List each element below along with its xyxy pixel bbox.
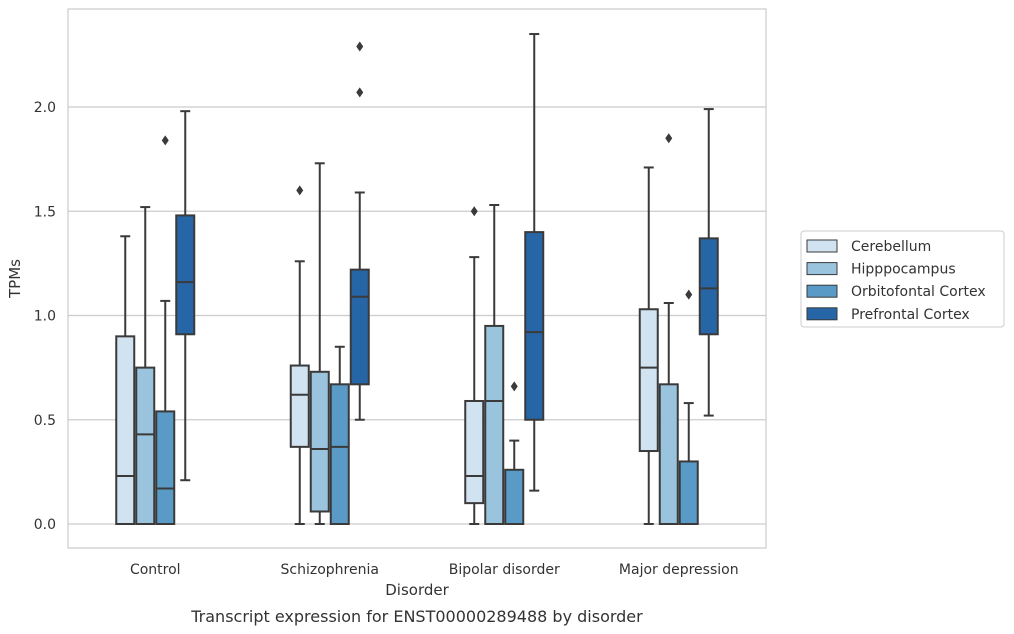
box-1-1 — [309, 162, 330, 525]
box-iqr — [289, 364, 310, 448]
box-0-2 — [464, 206, 485, 525]
outlier-point — [356, 41, 364, 52]
box-iqr — [349, 268, 370, 386]
legend-swatch — [806, 284, 838, 298]
box-iqr — [698, 237, 719, 336]
box-iqr — [155, 410, 176, 525]
box-layer — [115, 33, 719, 526]
y-axis-label: TPMs — [6, 259, 24, 299]
legend-label: Cerebellum — [851, 239, 931, 255]
x-tick-label: Control — [130, 562, 181, 578]
box-2-2 — [504, 381, 525, 526]
box-1-0 — [135, 206, 156, 525]
x-tick-label: Bipolar disorder — [449, 562, 560, 578]
box-3-3 — [698, 108, 719, 417]
legend-swatch — [806, 239, 838, 253]
box-iqr — [638, 308, 659, 453]
legend: Cerebellum Hipppocampus Orbitofontal Corte… — [800, 230, 1005, 328]
legend-swatch — [806, 307, 838, 321]
box-iqr — [329, 383, 350, 525]
y-tick-label: 1.0 — [34, 309, 56, 325]
box-3-1 — [349, 41, 370, 421]
outlier-point — [161, 135, 169, 146]
outlier-point — [510, 381, 518, 392]
y-tick-label: 2.0 — [34, 100, 56, 116]
box-0-3 — [638, 166, 659, 525]
box-iqr — [115, 335, 136, 525]
box-iqr — [175, 214, 196, 336]
outlier-point — [470, 206, 478, 217]
y-tick-label: 1.5 — [34, 204, 56, 220]
x-axis-label: Disorder — [385, 581, 449, 599]
box-2-0 — [155, 135, 176, 525]
legend-swatch — [806, 262, 838, 276]
legend-label: Hipppocampus — [851, 262, 956, 278]
box-2-1 — [329, 345, 350, 525]
plot-area-frame — [67, 8, 767, 549]
box-0-0 — [115, 235, 136, 525]
box-0-1 — [289, 185, 310, 525]
box-iqr — [135, 366, 156, 525]
y-axis-ticks: 0.0 0.5 1.0 1.5 2.0 — [34, 100, 56, 533]
box-iqr — [309, 370, 330, 513]
box-iqr — [658, 383, 679, 525]
outlier-point — [665, 133, 673, 144]
chart-caption: Transcript expression for ENST0000028948… — [190, 607, 643, 626]
legend-label: Orbitofontal Cortex — [851, 284, 986, 300]
outlier-point — [356, 87, 364, 98]
box-1-3 — [658, 133, 679, 525]
y-tick-label: 0.0 — [34, 517, 56, 533]
box-iqr — [484, 324, 505, 525]
box-iqr — [678, 460, 699, 526]
x-tick-label: Major depression — [619, 562, 739, 578]
x-tick-label: Schizophrenia — [281, 562, 379, 578]
legend-frame — [800, 230, 1005, 328]
box-2-3 — [678, 289, 699, 526]
x-axis-ticks: Control Schizophrenia Bipolar disorder Majo… — [130, 562, 739, 578]
box-iqr — [464, 399, 485, 505]
outlier-point — [685, 289, 693, 300]
box-iqr — [504, 468, 525, 526]
box-3-2 — [524, 33, 545, 492]
outlier-point — [296, 185, 304, 196]
box-3-0 — [175, 110, 196, 482]
y-tick-label: 0.5 — [34, 413, 56, 429]
legend-label: Prefrontal Cortex — [851, 307, 970, 323]
box-1-2 — [484, 203, 505, 525]
box-iqr — [524, 231, 545, 421]
